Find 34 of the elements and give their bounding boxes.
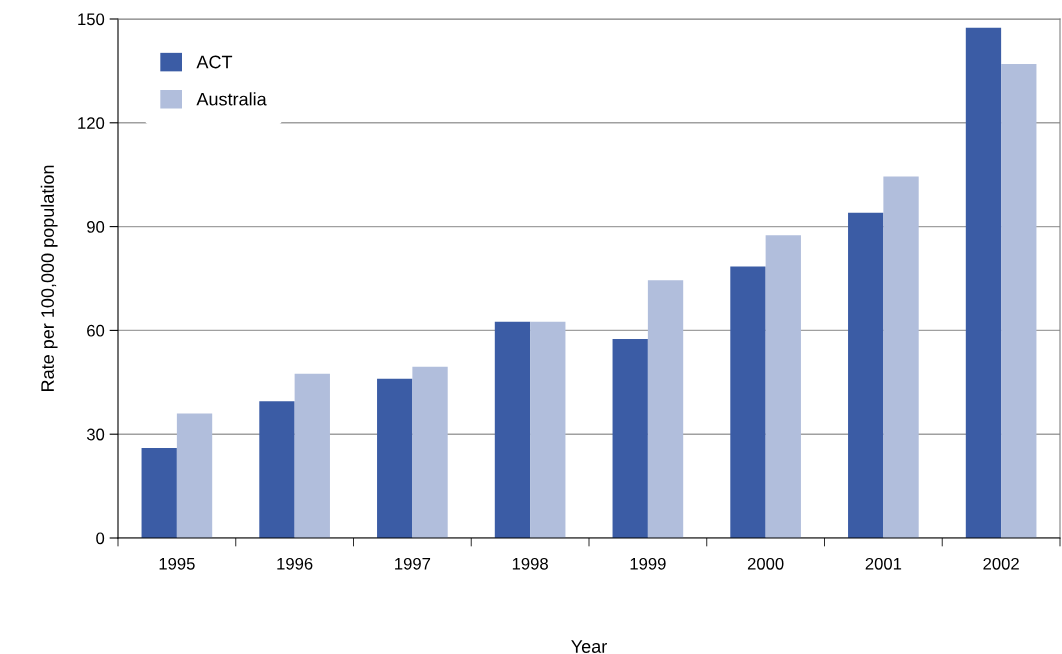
x-tick-label: 1995 [159, 557, 195, 570]
bar [765, 235, 801, 538]
bar [494, 321, 531, 538]
x-tick-label: 2001 [865, 557, 902, 570]
bar [730, 266, 766, 538]
y-axis-title: Rate per 100,000 population [40, 165, 58, 391]
bar [1001, 63, 1037, 538]
bar [412, 366, 448, 538]
bar [176, 413, 213, 538]
x-tick-label: 1999 [630, 557, 666, 570]
x-tick-label: 2002 [983, 557, 1019, 570]
bar [612, 339, 648, 538]
bar [294, 373, 330, 538]
y-tick-label: 120 [78, 117, 105, 129]
bar [141, 448, 177, 538]
x-tick-label: 1997 [395, 557, 431, 570]
y-tick-label: 150 [78, 13, 105, 26]
bar [377, 378, 413, 538]
bar [259, 401, 295, 538]
legend-label: Australia [196, 92, 267, 106]
legend-label: ACT [196, 55, 233, 69]
bar [848, 212, 884, 538]
y-tick-label: 60 [87, 324, 105, 337]
bar [647, 280, 684, 538]
y-tick-label: 90 [87, 221, 105, 233]
bar [883, 176, 919, 538]
x-axis-title: Year [571, 640, 607, 653]
y-tick-label: 30 [86, 428, 105, 441]
x-tick-label: 2000 [747, 557, 784, 570]
x-tick-label: 1998 [512, 557, 548, 570]
x-tick-label: 1996 [277, 557, 313, 570]
y-tick-label: 0 [96, 532, 105, 545]
bar [965, 27, 1002, 538]
bar [530, 321, 566, 538]
